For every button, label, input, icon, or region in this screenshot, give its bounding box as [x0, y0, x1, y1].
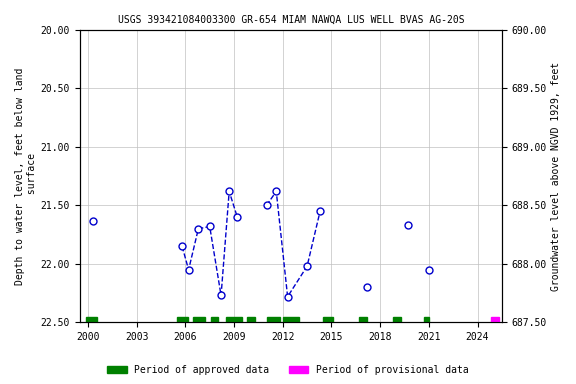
Bar	[491, 317, 499, 323]
Legend: Period of approved data, Period of provisional data: Period of approved data, Period of provi…	[103, 361, 473, 379]
Bar	[393, 317, 401, 323]
Y-axis label: Depth to water level, feet below land
 surface: Depth to water level, feet below land su…	[15, 68, 37, 285]
Bar	[211, 317, 218, 323]
Title: USGS 393421084003300 GR-654 MIAM NAWQA LUS WELL BVAS AG-20S: USGS 393421084003300 GR-654 MIAM NAWQA L…	[118, 15, 464, 25]
Bar	[323, 317, 333, 323]
Bar	[86, 317, 97, 323]
Bar	[359, 317, 367, 323]
Bar	[283, 317, 299, 323]
Bar	[177, 317, 188, 323]
Bar	[194, 317, 205, 323]
Bar	[247, 317, 255, 323]
Bar	[424, 317, 429, 323]
Y-axis label: Groundwater level above NGVD 1929, feet: Groundwater level above NGVD 1929, feet	[551, 61, 561, 291]
Bar	[226, 317, 242, 323]
Bar	[267, 317, 279, 323]
